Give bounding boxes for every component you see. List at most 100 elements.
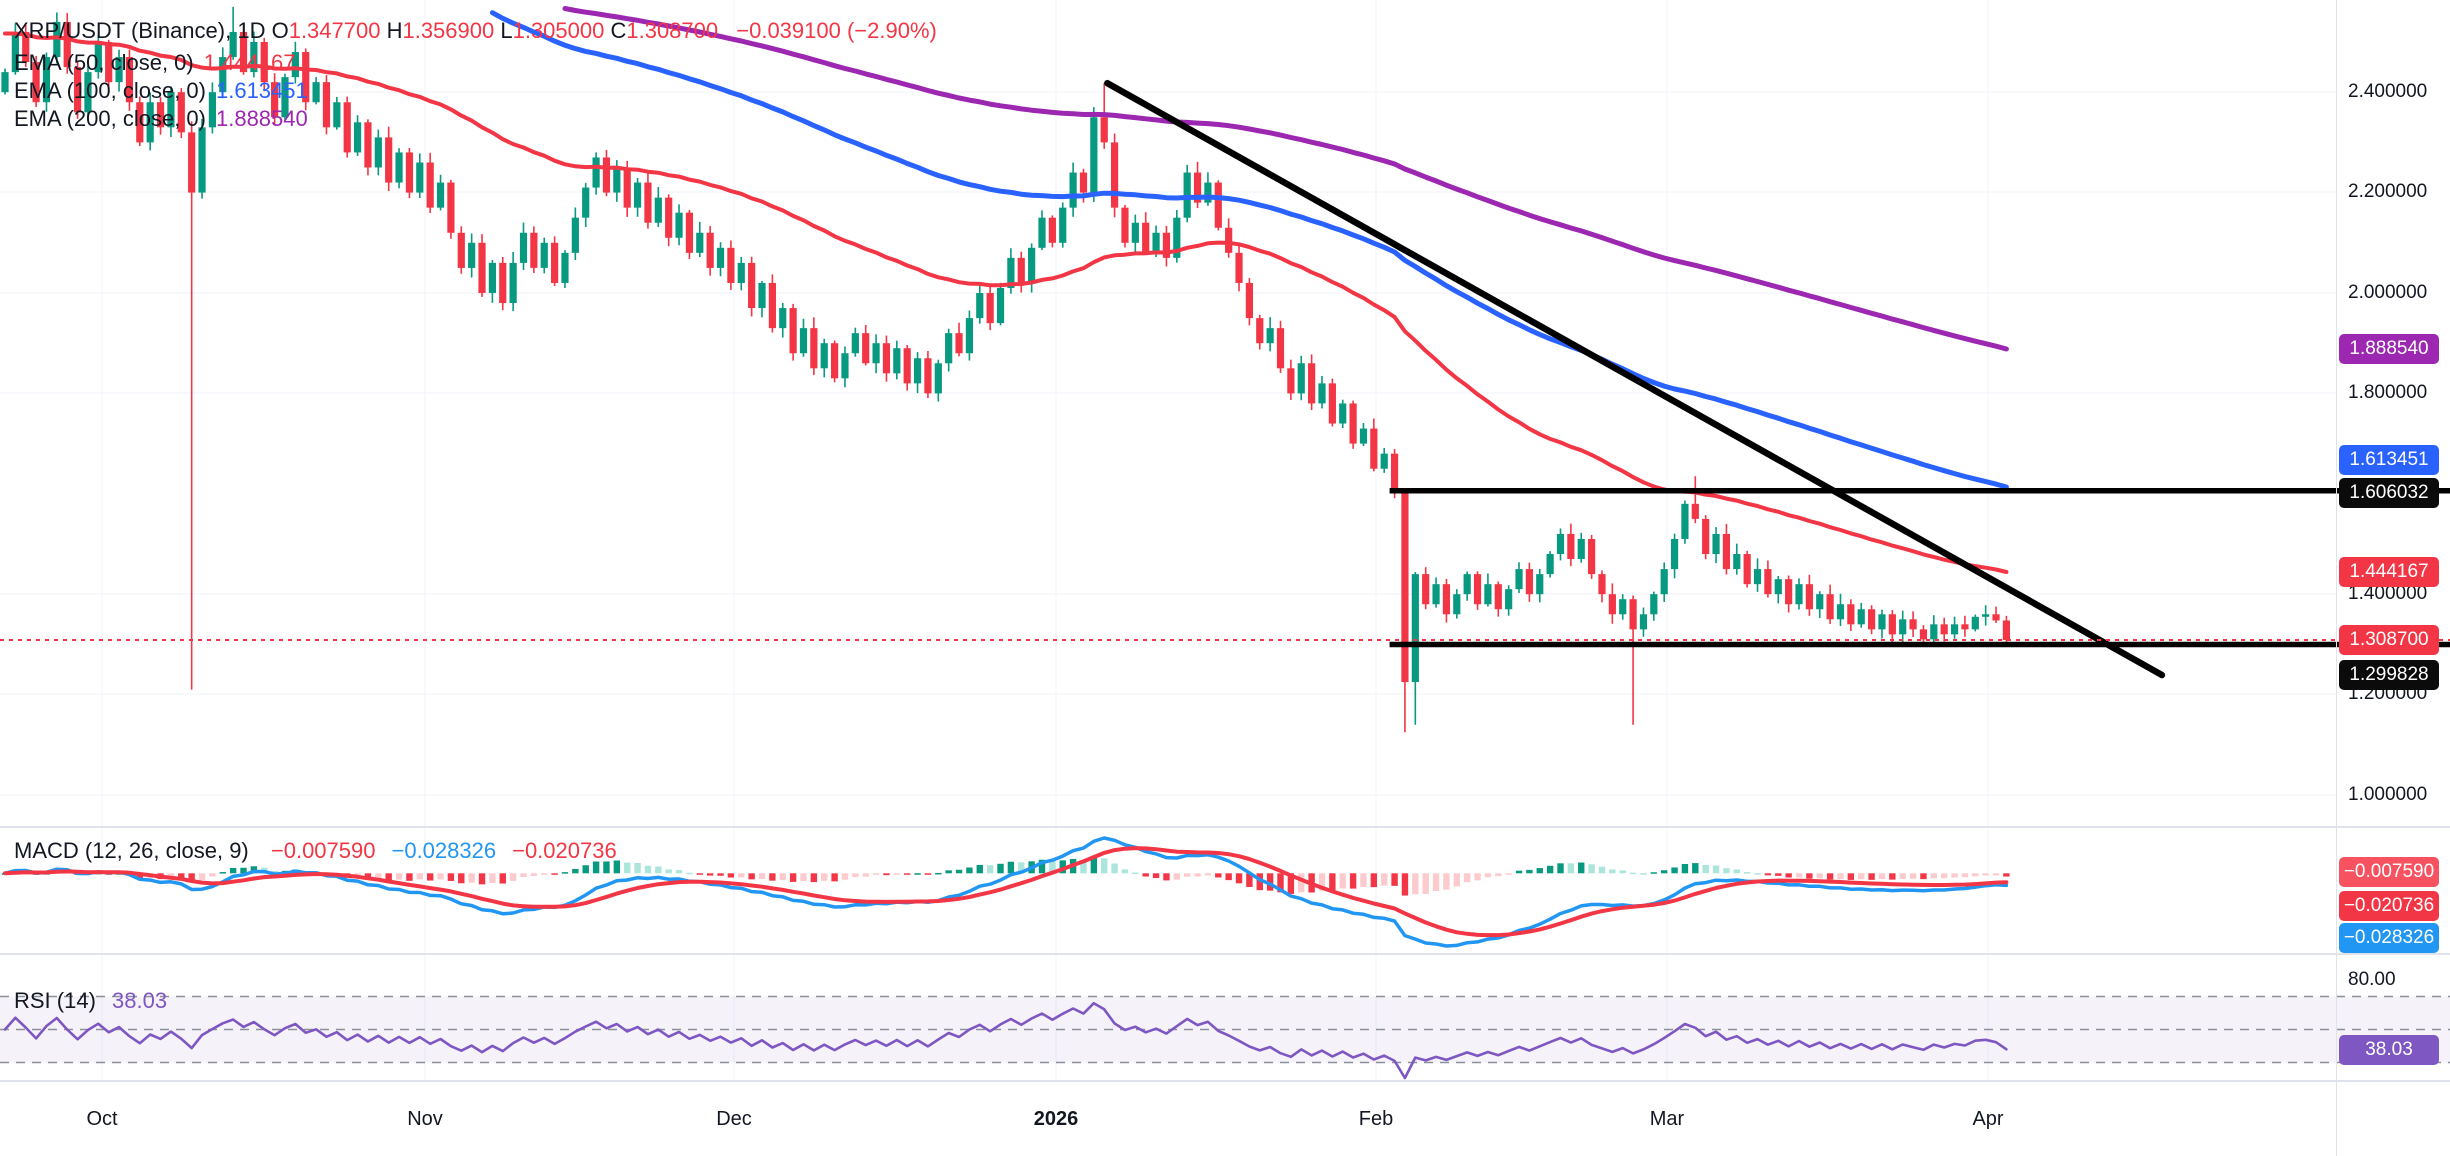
candle-body — [1110, 142, 1119, 208]
candle-body — [42, 57, 51, 103]
ema-legend-row[interactable]: EMA (50, close, 0) 1.444167 — [14, 50, 296, 76]
candle-body — [851, 333, 859, 354]
macd-histogram-bar — [1609, 869, 1616, 874]
macd-histogram-bar — [198, 873, 206, 880]
macd-histogram-bar — [810, 873, 818, 883]
candle-body — [1245, 282, 1253, 319]
macd-histogram-bar — [1764, 873, 1772, 876]
macd-histogram-bar — [769, 873, 776, 881]
candle-body — [1608, 594, 1616, 615]
macd-histogram-bar — [1080, 860, 1087, 874]
ohlc-key: L — [494, 18, 513, 43]
macd-histogram-bar — [1578, 862, 1585, 874]
macd-histogram-bar — [1183, 873, 1191, 877]
pane-separator-macd[interactable] — [0, 826, 2450, 828]
macd-histogram-bar — [976, 864, 983, 874]
candle-body — [1567, 533, 1575, 560]
macd-histogram-bar — [706, 873, 714, 876]
macd-histogram-bar — [1381, 873, 1388, 886]
macd-histogram-bar — [1204, 873, 1212, 876]
symbol-legend[interactable]: XRP/USDT (Binance), 1D O1.347700 H1.3569… — [14, 18, 937, 44]
macd-histogram-bar — [1712, 865, 1720, 874]
candle-body — [1785, 579, 1793, 605]
macd-histogram-bar — [1173, 873, 1181, 880]
candle-body — [893, 348, 901, 374]
ema-legend-row[interactable]: EMA (200, close, 0) 1.888540 — [14, 106, 308, 132]
macd-histogram-bar — [1090, 857, 1098, 874]
candle-body — [519, 232, 528, 263]
macd-histogram-bar — [1692, 863, 1699, 874]
candle-body — [706, 232, 714, 268]
candle-body — [1422, 574, 1430, 605]
macd-histogram-bar — [1743, 872, 1751, 874]
candle-body — [1691, 503, 1699, 519]
candle-body — [436, 182, 445, 208]
candle-body — [1992, 614, 2000, 621]
macd-histogram-bar — [634, 862, 641, 874]
candle-body — [395, 152, 403, 183]
macd-histogram-bar — [1858, 873, 1865, 880]
macd-title: MACD (12, 26, close, 9) — [14, 838, 249, 863]
candle-body — [188, 132, 196, 193]
macd-histogram-bar — [644, 865, 652, 874]
price-badge: 1.444167 — [2339, 557, 2439, 587]
candle-body — [820, 343, 828, 369]
macd-histogram-bar — [1142, 873, 1149, 877]
candle-body — [1318, 383, 1326, 404]
macd-histogram-bar — [1619, 870, 1626, 874]
macd-histogram-bar — [1878, 873, 1886, 880]
macd-histogram-bar — [1038, 859, 1046, 874]
macd-histogram-bar — [1889, 873, 1896, 880]
macd-histogram-bar — [509, 873, 517, 881]
time-axis-label: 2026 — [1033, 1108, 1079, 1130]
candle-body — [1173, 217, 1181, 258]
candle-body — [1048, 217, 1056, 243]
candle-body — [955, 333, 963, 354]
price-axis-label: 1.000000 — [2348, 784, 2428, 805]
candle-body — [789, 308, 797, 354]
macd-histogram-bar — [686, 872, 693, 875]
rsi-legend[interactable]: RSI (14) 38.03 — [14, 988, 167, 1014]
pane-separator-rsi[interactable] — [0, 953, 2450, 955]
candle-body — [1411, 574, 1419, 683]
ohlc-value: 1.305000 — [512, 18, 605, 43]
candle-body — [1328, 383, 1336, 424]
ema-legend-row[interactable]: EMA (100, close, 0) 1.613451 — [14, 78, 308, 104]
trendline[interactable] — [1104, 79, 2166, 679]
candle-body — [468, 242, 476, 268]
macd-histogram-bar — [1826, 873, 1834, 880]
candle-body — [1847, 604, 1855, 625]
candle-body — [1556, 533, 1565, 555]
price-badge: 1.888540 — [2339, 334, 2439, 364]
candle-body — [73, 67, 82, 113]
candle-body — [882, 343, 891, 374]
macd-legend[interactable]: MACD (12, 26, close, 9) −0.007590 −0.0283… — [14, 838, 617, 864]
candle-body — [924, 358, 932, 394]
macd-histogram-bar — [1899, 873, 1906, 879]
candle-body — [1515, 569, 1523, 590]
candle-body — [1930, 624, 1938, 640]
macd-histogram-bar — [1059, 860, 1066, 874]
price-axis-border — [2336, 0, 2337, 1156]
macd-histogram-bar — [883, 873, 890, 876]
macd-histogram-bar — [758, 873, 766, 879]
macd-histogram-bar — [1360, 873, 1367, 887]
macd-histogram-bar — [1018, 862, 1025, 874]
candle-body — [447, 182, 455, 233]
candle-body — [343, 102, 351, 153]
macd-histogram-bar — [1661, 870, 1668, 874]
candle-body — [2002, 620, 2011, 641]
macd-line — [3, 836, 2009, 948]
candle-body — [1453, 594, 1461, 615]
macd-histogram-bar — [1940, 873, 1948, 879]
candle-body — [1878, 614, 1886, 630]
macd-histogram-bar — [613, 860, 621, 874]
macd-histogram-bar — [935, 872, 942, 875]
candle-body — [405, 152, 414, 193]
macd-histogram-bar — [696, 873, 703, 875]
macd-histogram-bar — [1775, 873, 1782, 876]
candle-body — [945, 333, 953, 364]
macd-histogram-bar — [1795, 873, 1803, 878]
